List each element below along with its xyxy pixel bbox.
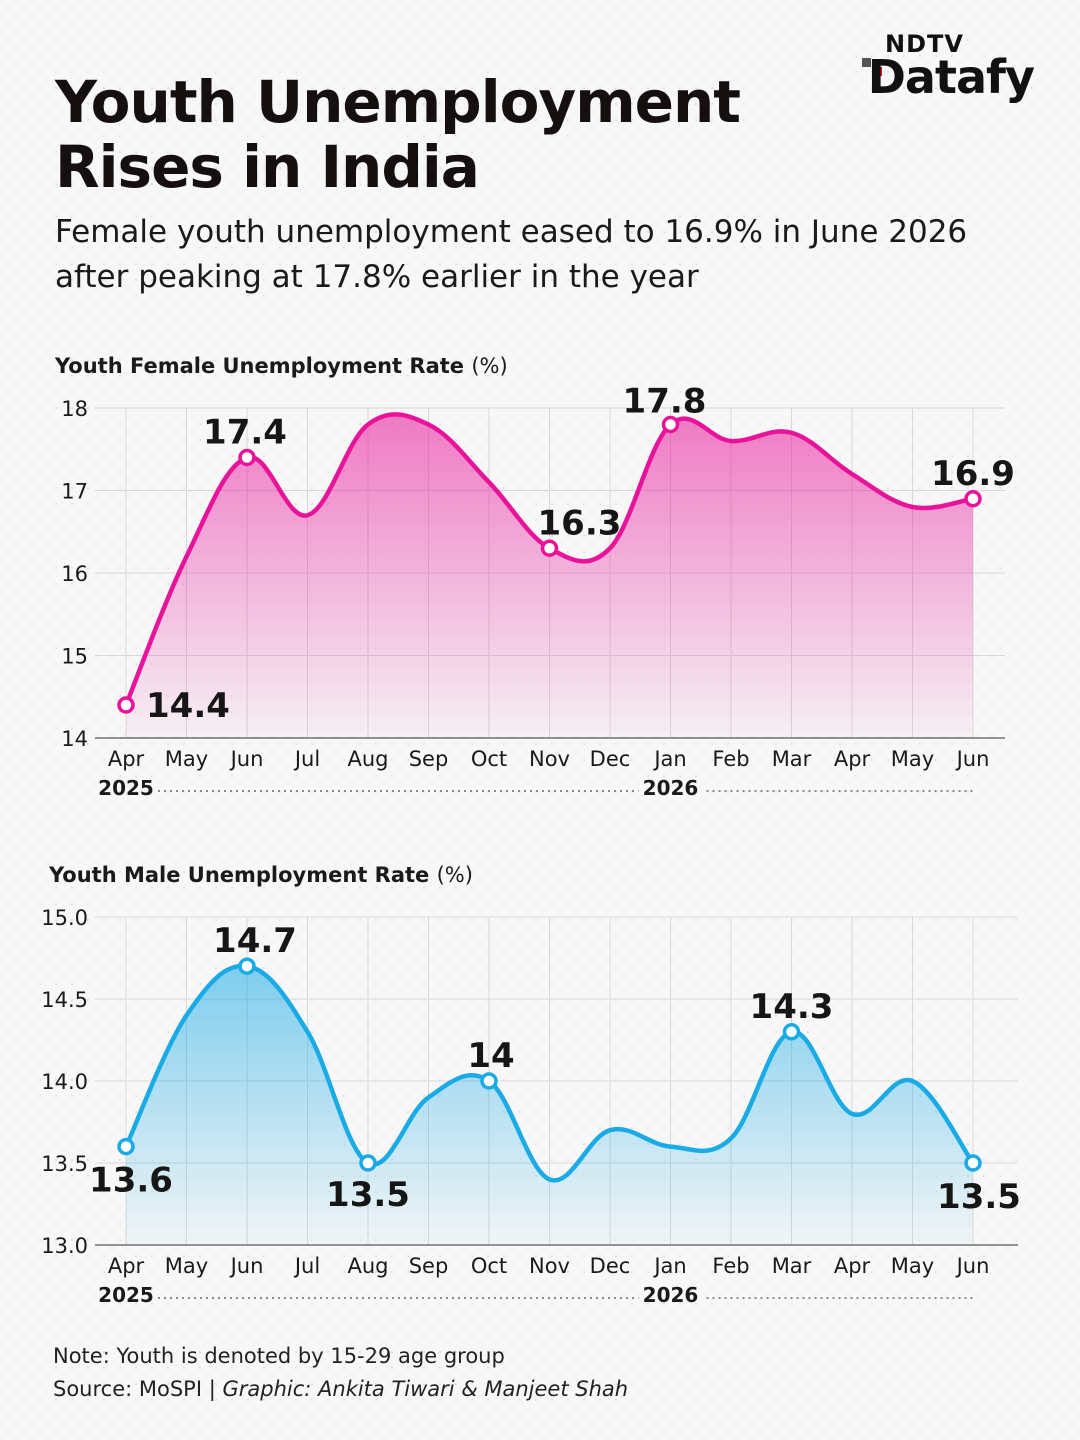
source-line: Source: MoSPI | Graphic: Ankita Tiwari &…	[53, 1377, 628, 1401]
female-data-label: 16.9	[931, 454, 1015, 494]
female-point-marker	[238, 448, 256, 467]
male-point-marker	[964, 1154, 982, 1172]
female-x-tick-label: Jun	[955, 747, 990, 771]
female-point-marker	[540, 539, 559, 557]
male-y-tick-label: 14.0	[41, 1070, 88, 1094]
male-x-tick-label: Apr	[834, 1254, 871, 1278]
page-subtitle: Female youth unemployment eased to 16.9%…	[55, 214, 968, 295]
male-y-tick-label: 13.5	[41, 1152, 88, 1176]
page-title: Youth Unemployment Rises in India	[55, 68, 741, 201]
male-x-tick-label: Oct	[471, 1254, 507, 1278]
male-data-label: 14.7	[213, 921, 297, 961]
male-y-tick-label: 15.0	[41, 906, 88, 930]
male-point-marker	[117, 1137, 135, 1156]
female-unemployment-chart: 14 15 16 17 18 Apr May Jun Jul Aug Sep Oct Nov Dec Jan…	[61, 382, 1015, 801]
female-data-label: 17.4	[203, 413, 287, 453]
male-year-label: 2025	[98, 1283, 154, 1307]
female-y-tick-label: 16	[61, 562, 88, 586]
female-chart-title-unit: (%)	[471, 354, 508, 378]
female-chart-title-text: Youth Female Unemployment Rate	[55, 354, 465, 378]
male-x-tick-label: May	[891, 1254, 934, 1278]
male-data-label: 14.3	[750, 987, 834, 1027]
male-unemployment-chart: 13.0 13.5 14.0 14.5 15.0 Apr May Jun Jul Aug Sep Oc…	[41, 906, 1021, 1307]
male-data-label: 13.5	[937, 1177, 1021, 1217]
female-x-tick-label: Jul	[293, 747, 320, 771]
male-point-marker	[238, 957, 256, 975]
male-x-tick-label: Jun	[229, 1254, 264, 1278]
male-x-tick-label: Apr	[108, 1254, 145, 1278]
female-x-tick-label: Dec	[590, 747, 631, 771]
female-year-label: 2025	[98, 776, 154, 800]
male-chart-title: Youth Male Unemployment Rate (%)	[49, 863, 473, 887]
female-x-tick-label: Jan	[652, 747, 686, 771]
female-y-tick-label: 17	[61, 480, 88, 504]
male-point-marker	[782, 1023, 801, 1041]
male-year-label: 2026	[643, 1283, 699, 1307]
logo-grey-square	[862, 58, 871, 67]
male-x-tick-label: Jan	[652, 1254, 686, 1278]
male-chart-title-text: Youth Male Unemployment Rate	[49, 863, 430, 887]
male-x-tick-label: Dec	[590, 1254, 631, 1278]
male-data-label: 13.5	[326, 1175, 410, 1215]
male-data-label: 13.6	[89, 1161, 173, 1201]
female-data-label: 16.3	[538, 503, 622, 543]
female-x-tick-label: Apr	[834, 747, 871, 771]
male-point-marker	[359, 1154, 377, 1172]
male-chart-title-unit: (%)	[436, 863, 473, 887]
graphic-credit: Graphic: Ankita Tiwari & Manjeet Shah	[222, 1377, 629, 1401]
female-x-tick-label: Feb	[712, 747, 749, 771]
male-x-tick-label: Jun	[955, 1254, 990, 1278]
female-x-tick-label: Mar	[772, 747, 812, 771]
female-area-fill	[126, 414, 973, 738]
male-series-line	[123, 963, 976, 1183]
footnote: Note: Youth is denoted by 15-29 age grou…	[53, 1344, 505, 1368]
female-point-marker	[964, 490, 982, 508]
female-x-tick-label: May	[165, 747, 208, 771]
female-x-tick-label: Oct	[471, 747, 507, 771]
male-x-tick-label: Jul	[293, 1254, 320, 1278]
female-x-tick-label: Apr	[108, 747, 145, 771]
female-year-label: 2026	[643, 776, 699, 800]
female-y-tick-label: 18	[61, 397, 88, 421]
male-data-label: 14	[467, 1036, 514, 1076]
logo-red-square	[873, 67, 882, 76]
female-data-label: 17.8	[623, 382, 707, 422]
logo-ndtv-text: NDTV	[885, 30, 964, 58]
female-data-label: 14.4	[146, 686, 230, 726]
ndtv-datafy-logo: NDTV Datafy	[862, 30, 1035, 110]
male-x-tick-label: May	[165, 1254, 208, 1278]
source-text: Source: MoSPI |	[53, 1377, 223, 1401]
male-x-tick-label: Sep	[409, 1254, 449, 1278]
female-x-tick-label: Aug	[347, 747, 388, 771]
male-y-tick-label: 14.5	[41, 988, 88, 1012]
female-point-marker	[117, 696, 135, 714]
male-point-marker	[480, 1072, 498, 1090]
male-x-tick-label: Aug	[347, 1254, 388, 1278]
female-point-marker	[661, 415, 680, 434]
male-x-tick-label: Mar	[772, 1254, 812, 1278]
female-x-tick-label: Nov	[529, 747, 570, 771]
logo-datafy-text: Datafy	[867, 50, 1035, 104]
female-x-tick-label: May	[891, 747, 934, 771]
female-y-tick-label: 15	[61, 645, 88, 669]
female-x-tick-label: Jun	[229, 747, 264, 771]
female-chart-title: Youth Female Unemployment Rate (%)	[55, 354, 508, 378]
female-x-tick-label: Sep	[409, 747, 449, 771]
male-x-tick-label: Feb	[712, 1254, 749, 1278]
female-y-tick-label: 14	[61, 727, 88, 751]
male-x-tick-label: Nov	[529, 1254, 570, 1278]
male-area-fill	[126, 965, 973, 1245]
male-y-tick-label: 13.0	[41, 1234, 88, 1258]
